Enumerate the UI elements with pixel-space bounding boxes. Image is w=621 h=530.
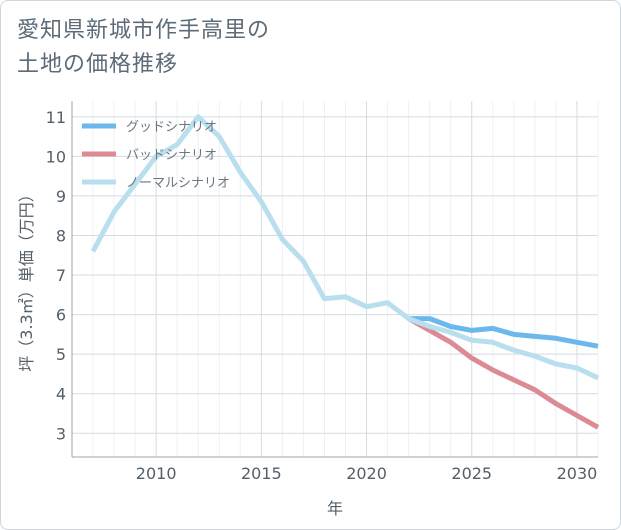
chart-title-line1: 愛知県新城市作手高里の <box>17 18 271 43</box>
y-tick-label: 4 <box>56 385 66 404</box>
legend-label-2: バッドシナリオ <box>126 148 217 163</box>
y-tick-label: 3 <box>56 424 66 443</box>
legend-label-3: ノーマルシナリオ <box>126 176 230 191</box>
y-tick-label: 7 <box>56 266 66 285</box>
y-tick-label: 11 <box>46 108 66 127</box>
x-tick-label: 2025 <box>451 464 492 483</box>
axes: 2010 2015 2020 2025 2030 3 4 5 6 7 8 9 10 11 <box>46 101 598 483</box>
series-line-1 <box>408 316 599 349</box>
chart-title-line2: 土地の価格推移 <box>17 52 179 77</box>
series-lines <box>90 114 600 430</box>
y-axis-title: 坪（3.3㎡）単価（万円） <box>17 186 36 371</box>
y-tick-label: 9 <box>56 187 66 206</box>
x-axis-title: 年 <box>327 499 343 518</box>
chart-title: 愛知県新城市作手高里の 土地の価格推移 <box>17 14 270 82</box>
x-tick-label: 2030 <box>557 464 598 483</box>
series-line-2 <box>407 316 600 430</box>
y-tick-label: 10 <box>46 147 66 166</box>
y-tick-label: 5 <box>56 345 66 364</box>
y-tick-label: 8 <box>56 226 66 245</box>
legend-label-1: グッドシナリオ <box>126 120 217 135</box>
x-tick-label: 2015 <box>241 464 282 483</box>
y-tick-label: 6 <box>56 306 66 325</box>
x-tick-label: 2010 <box>136 464 177 483</box>
series-line-3 <box>90 114 600 381</box>
x-tick-label: 2020 <box>346 464 387 483</box>
plot-area <box>72 101 598 457</box>
grid <box>71 101 599 457</box>
